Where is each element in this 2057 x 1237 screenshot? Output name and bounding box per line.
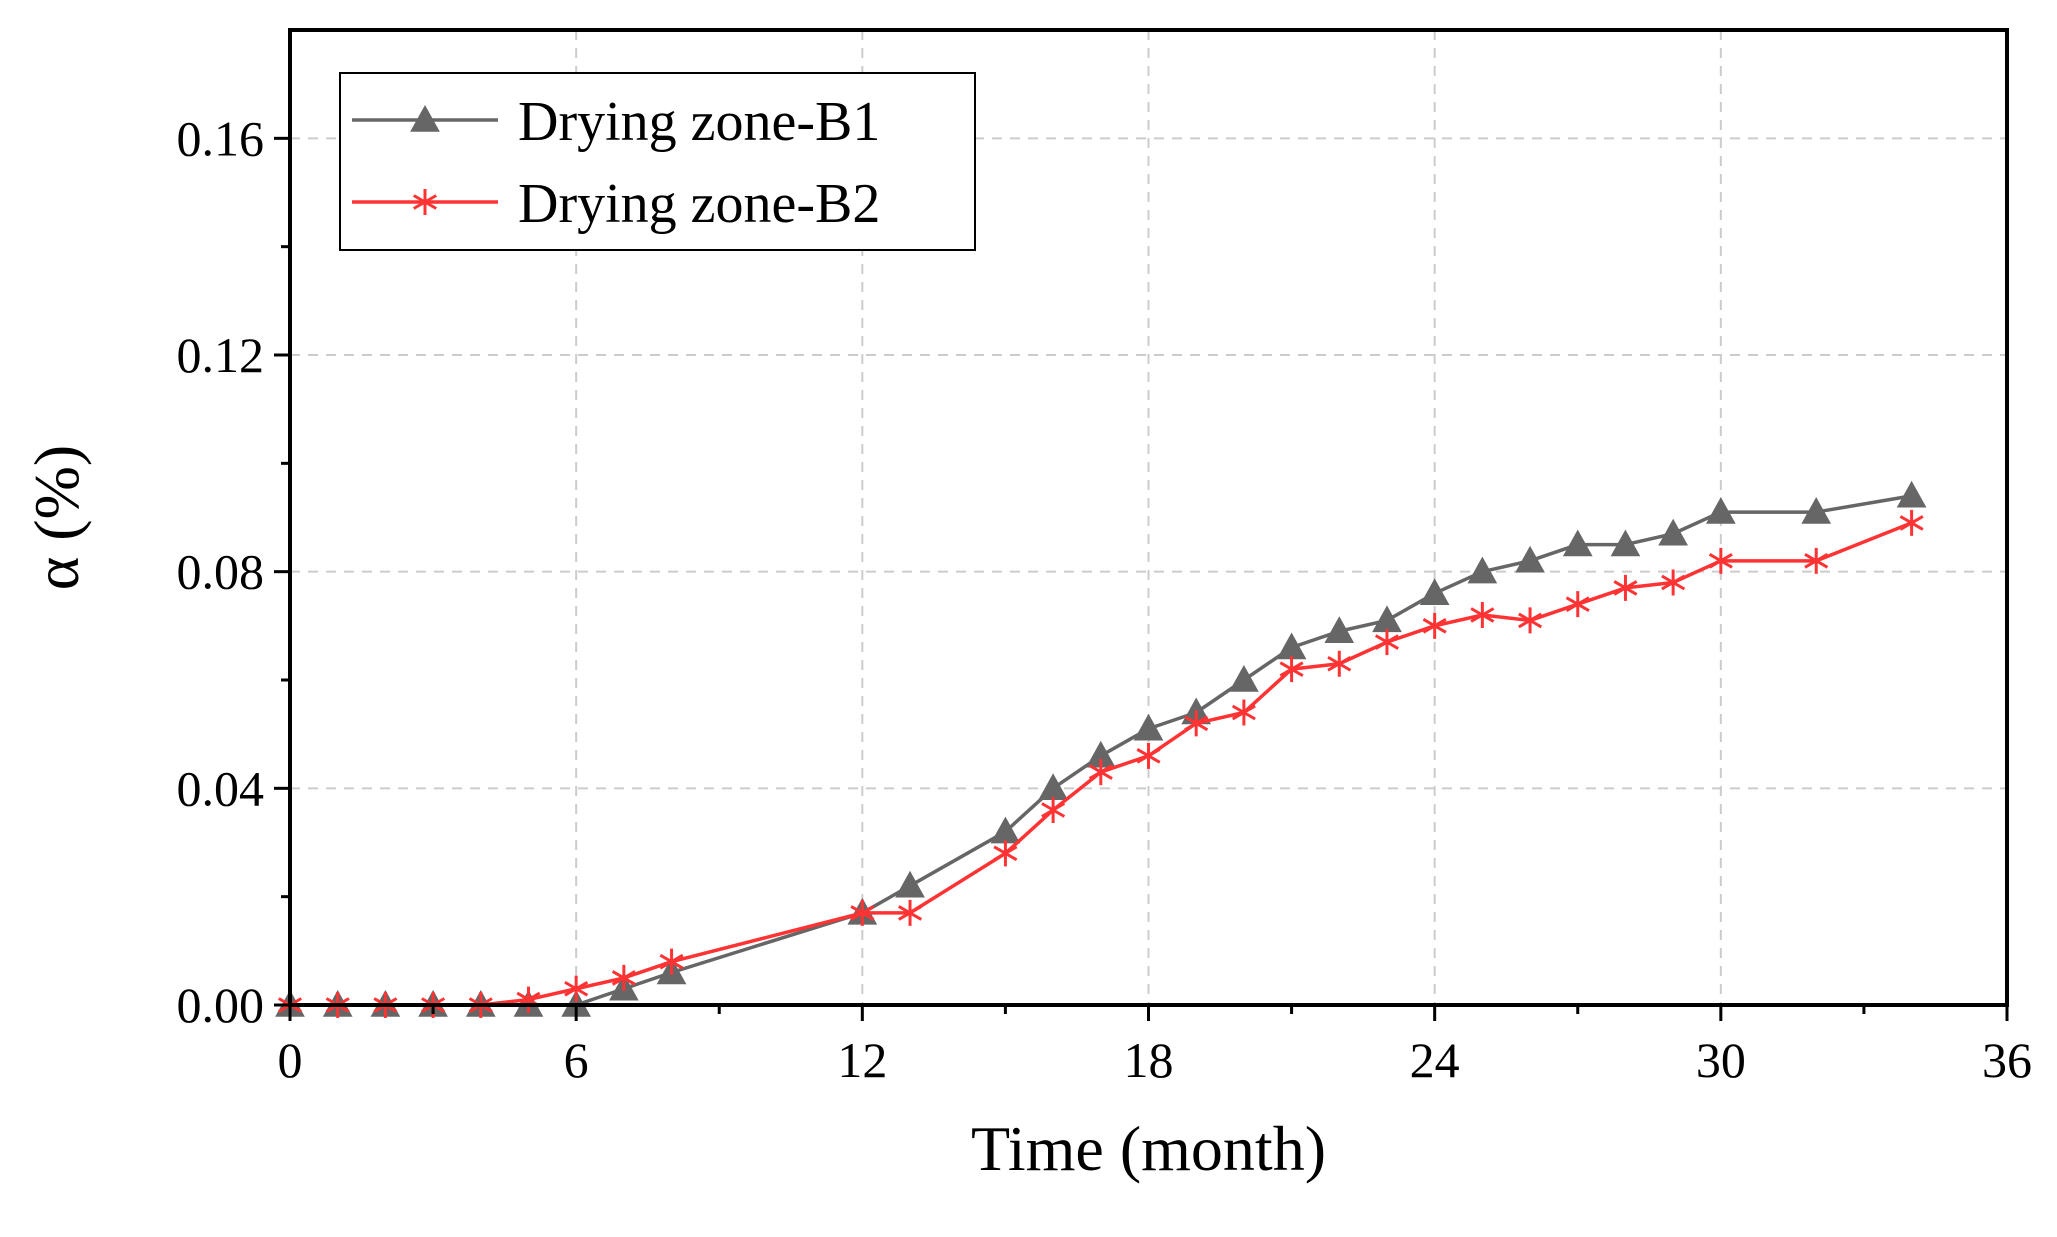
data-point [1562,529,1593,557]
legend-label: Drying zone-B2 [518,173,880,235]
x-tick-label: 0 [278,1032,303,1088]
series-layer [275,480,1927,1018]
y-tick-label: 0.12 [177,327,265,383]
data-point [1610,529,1641,557]
data-point [1041,797,1066,823]
series-2 [277,509,1924,1018]
series-1 [275,480,1927,1017]
data-point [611,964,636,991]
data-point [1372,605,1402,633]
tick-labels: 0 6 12 18 24 30 36 0.00 0.04 0.08 0.12 0.16 [177,110,2033,1088]
data-point [1658,518,1688,546]
data-point [1899,509,1924,536]
data-point [1276,632,1307,660]
x-tick-label: 24 [1410,1032,1460,1088]
data-point [1184,710,1209,737]
data-point [1279,656,1304,683]
x-tick-label: 18 [1124,1032,1174,1088]
y-axis-title: α (%) [21,445,92,590]
legend-marker [410,104,440,132]
data-point [1896,480,1927,508]
data-point [1327,650,1352,677]
data-point [1565,591,1590,618]
data-point [993,840,1018,867]
legend: Drying zone-B1 Drying zone-B2 [339,72,976,251]
y-tick-label: 0.04 [177,760,265,816]
legend-item-1: Drying zone-B1 [352,91,880,153]
data-point [1038,773,1068,801]
data-point [1518,607,1543,634]
data-point [659,948,684,975]
data-point [1324,616,1355,643]
data-point [1133,713,1164,741]
data-point [895,870,925,898]
data-point [850,899,875,926]
x-tick-label: 30 [1696,1032,1746,1088]
data-point [1804,547,1829,574]
y-tick-label: 0.16 [177,110,265,166]
x-tick-label: 36 [1982,1032,2032,1088]
data-point [1467,556,1498,584]
data-point [1088,759,1113,786]
data-point [1229,664,1259,692]
data-point [1705,497,1736,524]
data-point [1470,602,1495,628]
legend-label: Drying zone-B1 [518,91,880,153]
data-point [1422,612,1447,639]
x-tick-label: 12 [837,1032,887,1088]
y-tick-label: 0.08 [177,544,265,600]
legend-item-2: Drying zone-B2 [352,173,880,235]
data-point [564,975,589,1002]
legend-marker [412,189,438,215]
data-point [1613,574,1638,601]
x-tick-label: 6 [564,1032,589,1088]
data-point [1136,742,1161,769]
data-point [1708,547,1733,574]
legend-box [339,72,976,251]
data-point [1419,578,1450,606]
data-point [1515,545,1545,573]
data-point [1231,699,1256,726]
data-point [1374,629,1399,656]
x-axis-title: Time (month) [971,1113,1326,1184]
data-point [1661,569,1686,596]
y-tick-label: 0.00 [177,977,265,1033]
data-point [1801,497,1832,524]
axis-ticks [274,136,2009,1021]
data-point [898,899,923,926]
